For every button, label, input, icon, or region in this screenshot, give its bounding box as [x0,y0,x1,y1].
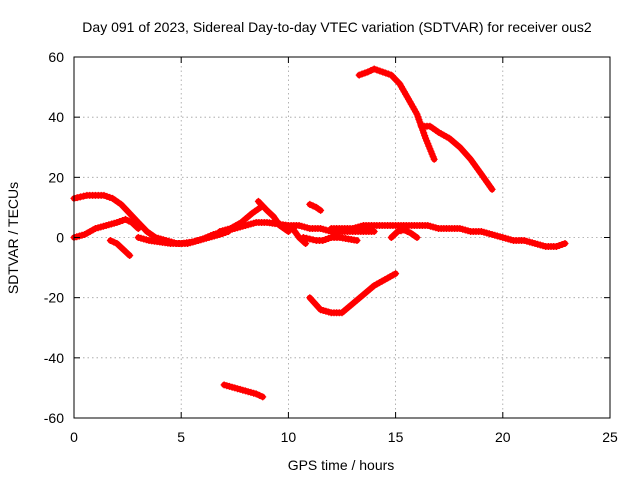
series-arc-11 [387,226,421,241]
ticks: 0 5 10 15 20 25 -60 -40 -20 0 20 40 60 [44,49,618,445]
series-arc-3 [106,237,134,259]
series-arc-2 [70,215,142,241]
y-tick-label: -20 [44,290,64,306]
x-axis-label: GPS time / hours [288,457,395,473]
y-tick-label: 40 [48,109,64,125]
x-tick-label: 20 [495,429,511,445]
series-arc-14 [417,122,496,193]
series-arc-5 [216,203,264,235]
series-line [356,66,438,163]
series-markers [387,226,421,241]
y-axis-label: SDTVAR / TECUs [5,182,21,294]
x-tick-label: 0 [70,429,78,445]
series-arc-4 [134,219,378,247]
series-markers [299,234,361,244]
series-arc-15 [220,381,267,401]
series-arc-9 [306,200,325,214]
series-markers [327,222,569,250]
y-tick-label: 20 [48,169,64,185]
chart-title: Day 091 of 2023, Sidereal Day-to-day VTE… [82,19,592,35]
y-tick-label: 60 [48,49,64,65]
y-tick-label: -60 [44,410,64,426]
series-arc-10 [327,222,569,250]
series-markers [106,237,134,259]
x-tick-label: 10 [281,429,297,445]
series-arc-12 [306,270,400,317]
y-tick-label: 0 [56,230,64,246]
x-tick-label: 25 [602,429,618,445]
series-markers [220,381,267,401]
series-markers [306,270,400,317]
y-tick-label: -40 [44,350,64,366]
series-markers [216,203,264,235]
series-arc-13 [355,65,438,163]
series-markers [254,197,292,235]
series-markers [355,65,438,163]
data-series [70,65,569,401]
x-tick-label: 5 [177,429,185,445]
series-markers [417,122,496,193]
x-tick-label: 15 [388,429,404,445]
series-markers [306,200,325,214]
series-arc-6 [254,197,292,235]
series-arc-8 [299,234,361,244]
